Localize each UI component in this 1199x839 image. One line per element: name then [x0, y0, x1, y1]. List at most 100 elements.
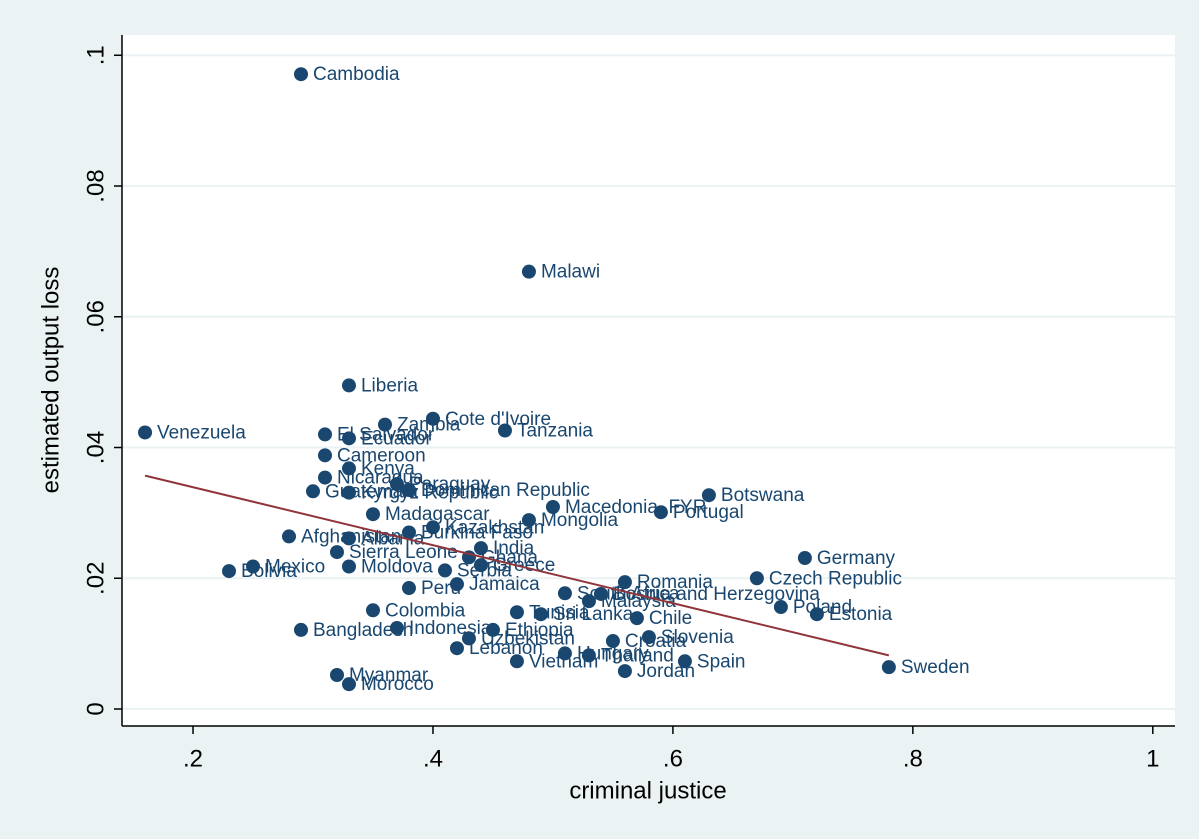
point-label: Mongolia [541, 510, 619, 531]
y-tick-label: .1 [82, 45, 109, 65]
point [341, 378, 356, 393]
point-label: Macedonia, FYR [565, 497, 707, 518]
point-label: Moldova [361, 557, 433, 578]
point [545, 499, 560, 514]
point [677, 654, 692, 669]
point [497, 423, 512, 438]
point-label: Bolivia [241, 561, 297, 582]
point-label: Germany [817, 548, 896, 569]
point-label: Czech Republic [769, 568, 902, 589]
point-label: Serbia [457, 560, 512, 581]
point-label: El Salvador [337, 424, 435, 445]
point-label: India [493, 538, 535, 559]
point-label: Sierra Leone [349, 542, 458, 563]
point-label: Chile [649, 608, 692, 629]
point [509, 605, 524, 620]
point [222, 564, 237, 579]
y-tick-label: .08 [82, 169, 109, 202]
point-label: Ghana [481, 547, 538, 568]
point [509, 654, 524, 669]
point [593, 586, 608, 601]
point-label: Botswana [721, 485, 805, 506]
plot-area [122, 35, 1175, 726]
point [317, 448, 332, 463]
point-label: Malaysia [601, 591, 676, 612]
point [377, 417, 392, 432]
point-label: Portugal [673, 502, 744, 523]
point-label: Lebanon [469, 638, 543, 659]
point-label: Peru [421, 578, 461, 599]
point-label: Myanmar [349, 665, 429, 686]
x-tick-label: .2 [183, 745, 203, 772]
x-tick-label: .6 [663, 745, 683, 772]
point [329, 545, 344, 560]
point-label: Bangladesh [313, 620, 413, 641]
point [521, 264, 536, 279]
x-axis-title: criminal justice [569, 777, 726, 804]
point [617, 664, 632, 679]
point [605, 634, 620, 649]
point-label: Paraguay [409, 474, 491, 495]
y-tick-label: .04 [82, 431, 109, 464]
point [557, 646, 572, 661]
y-tick-label: 0 [82, 702, 109, 715]
point [341, 677, 356, 692]
point [461, 631, 476, 646]
point-label: Sweden [901, 657, 970, 678]
point [341, 559, 356, 574]
point [305, 484, 320, 499]
point-label: Colombia [385, 600, 466, 621]
point-label: Bosnia and Herzegovina [613, 584, 820, 605]
point [581, 594, 596, 609]
point-label: Estonia [829, 604, 893, 625]
point [653, 505, 668, 520]
point-label: Sri Lanka [553, 604, 634, 625]
point [749, 571, 764, 586]
point-label: Burkina Faso [421, 523, 533, 544]
point [629, 611, 644, 626]
point-label: Morocco [361, 674, 434, 695]
point-label: Kenya [361, 458, 415, 479]
point [341, 485, 356, 500]
point [389, 477, 404, 492]
point [401, 483, 416, 498]
point-label: Kazakhstan [445, 517, 544, 538]
point [341, 531, 356, 546]
point [401, 581, 416, 596]
point-label: Zambia [397, 415, 461, 436]
point-label: Croatia [625, 631, 687, 652]
point [533, 607, 548, 622]
point [449, 641, 464, 656]
point [617, 575, 632, 590]
point-label: Uzbekistan [481, 628, 575, 649]
point-label: Mexico [265, 557, 325, 578]
point [365, 603, 380, 618]
point-label: Hungary [577, 643, 649, 664]
point-label: Indonesia [409, 618, 492, 639]
point [485, 622, 500, 637]
point [881, 660, 896, 675]
point [317, 427, 332, 442]
point [581, 648, 596, 663]
point-label: Poland [793, 597, 852, 618]
point-label: Thailand [601, 645, 674, 666]
point-label: Spain [697, 651, 746, 672]
point-label: Madagascar [385, 504, 490, 525]
point [389, 620, 404, 635]
y-tick-label: .06 [82, 300, 109, 333]
point [341, 461, 356, 476]
y-axis-title: estimated output loss [37, 267, 64, 494]
point-label: Cambodia [313, 64, 400, 85]
point [425, 411, 440, 426]
x-tick-label: 1 [1146, 745, 1159, 772]
point [401, 525, 416, 540]
point [557, 586, 572, 601]
point-label: Albania [361, 528, 425, 549]
x-tick-label: .8 [903, 745, 923, 772]
point-label: Vietnam [529, 651, 598, 672]
point [138, 425, 153, 440]
point [521, 513, 536, 528]
point-label: Liberia [361, 375, 418, 396]
point-label: Tanzania [517, 421, 593, 442]
